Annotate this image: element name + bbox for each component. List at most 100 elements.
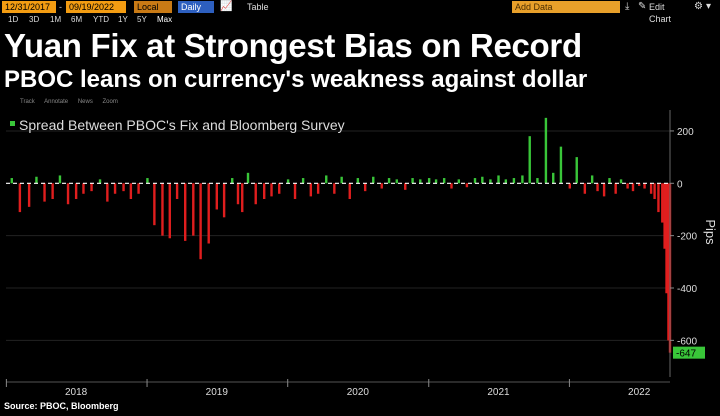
chart-bar	[434, 179, 438, 184]
chart-bar	[619, 179, 623, 184]
chart-bar	[489, 179, 492, 184]
add-data-input[interactable]: Add Data	[512, 1, 620, 13]
chart-bar	[10, 178, 13, 184]
chart-bar	[82, 183, 85, 194]
chart-bar	[35, 176, 38, 184]
chart-bar	[278, 183, 281, 194]
chart-bar	[129, 183, 133, 199]
start-date-field[interactable]: 12/31/2017	[2, 1, 56, 13]
chart-bar	[559, 146, 563, 184]
dropdown-icon[interactable]: ▾	[706, 1, 712, 12]
table-button[interactable]: Table	[247, 2, 269, 12]
y-tick-label: 200	[677, 127, 694, 138]
chart-bar	[27, 183, 31, 207]
chart-bar	[90, 183, 93, 192]
chart-bar	[411, 178, 414, 184]
chart-bar	[113, 183, 117, 194]
chart-bar	[552, 172, 555, 184]
chart-bar	[199, 183, 202, 260]
range-button-1y[interactable]: 1Y	[118, 15, 128, 24]
zoom-tool[interactable]: Zoom	[102, 99, 118, 105]
range-button-5y[interactable]: 5Y	[137, 15, 147, 24]
date-separator: -	[59, 2, 62, 12]
chart-bar	[608, 178, 611, 184]
range-button-max[interactable]: Max	[157, 15, 173, 24]
currency-select[interactable]: Local CCY	[134, 1, 172, 24]
download-icon[interactable]: ⤓	[625, 1, 630, 12]
chart-bar	[137, 183, 140, 194]
last-value-label: -647	[676, 349, 696, 360]
chart-bar	[66, 183, 70, 205]
chart-bar	[387, 178, 391, 184]
frequency-select[interactable]: Daily	[178, 1, 214, 13]
chart-bar	[663, 183, 666, 249]
edit-chart-button[interactable]: Edit Chart	[649, 2, 672, 24]
chart-bar	[614, 183, 617, 194]
y-tick-label: -400	[677, 284, 697, 295]
x-tick-label: 2021	[487, 387, 510, 398]
chart-bar	[643, 183, 646, 189]
annotate-tool[interactable]: Annotate	[44, 99, 69, 105]
chart-title: Yuan Fix at Strongest Bias on Record	[4, 27, 582, 64]
chart-bar	[536, 178, 539, 184]
chart-bar	[333, 183, 336, 194]
chart-bar	[122, 183, 125, 192]
chart-bar	[596, 183, 599, 192]
y-tick-label: -600	[677, 336, 697, 347]
y-axis-label: Pips	[703, 219, 718, 245]
chart-bar	[183, 183, 187, 241]
chart-bar	[316, 183, 320, 194]
chart-bar	[667, 183, 670, 341]
chart-bar	[241, 183, 244, 213]
chart-bar	[465, 183, 469, 188]
chart-bar	[568, 183, 572, 189]
chart-bar	[497, 175, 500, 184]
settings-icon[interactable]: ⚙	[694, 1, 703, 12]
chart-bar	[528, 136, 531, 184]
chart-bar	[602, 183, 606, 197]
chart-bar	[427, 178, 431, 184]
track-tool[interactable]: Track	[20, 99, 35, 105]
last-value-badge: -647	[673, 346, 705, 360]
chart-bar	[18, 183, 22, 213]
line-chart-icon[interactable]: 📈	[220, 1, 233, 12]
chart-bar	[631, 183, 635, 192]
chart-bar	[504, 179, 508, 184]
range-button-1m[interactable]: 1M	[50, 15, 62, 24]
chart-bar	[168, 183, 171, 239]
chart-bar	[207, 183, 210, 244]
legend-swatch	[10, 120, 15, 126]
pencil-icon[interactable]: ✎	[638, 1, 647, 12]
chart-subtoolbar: Track Annotate News Zoom	[20, 99, 126, 105]
chart-bar	[356, 178, 360, 184]
chart-bar	[175, 183, 179, 199]
chart-subtitle: PBOC leans on currency's weakness agains…	[4, 66, 588, 93]
end-date-field[interactable]: 09/19/2022	[66, 1, 126, 13]
range-button-1d[interactable]: 1D	[8, 15, 19, 24]
chart-bar	[325, 175, 328, 184]
chart-bar	[442, 178, 446, 184]
chart-bar	[419, 179, 422, 184]
chart-bar	[153, 183, 156, 226]
chart-bar	[340, 176, 343, 184]
chart-bar	[192, 183, 195, 236]
range-button-3d[interactable]: 3D	[29, 15, 40, 24]
range-button-ytd[interactable]: YTD	[93, 15, 109, 24]
chart-bar	[457, 179, 461, 184]
x-tick-label: 2020	[347, 387, 370, 398]
chart-bar	[74, 183, 78, 199]
chart-bar	[649, 183, 653, 194]
range-button-6m[interactable]: 6M	[71, 15, 83, 24]
chart-bar	[626, 183, 629, 189]
chart-bar	[637, 183, 641, 186]
news-tool[interactable]: News	[77, 99, 93, 105]
chart-bar	[51, 183, 54, 199]
x-tick-label: 2019	[206, 387, 229, 398]
chart-bar	[106, 183, 109, 202]
chart-bar	[161, 183, 164, 236]
chart-bar	[146, 178, 149, 184]
chart-bar	[270, 183, 273, 197]
chart-bar	[246, 172, 250, 184]
chart-grid	[6, 130, 670, 341]
chart-bar	[404, 183, 407, 190]
